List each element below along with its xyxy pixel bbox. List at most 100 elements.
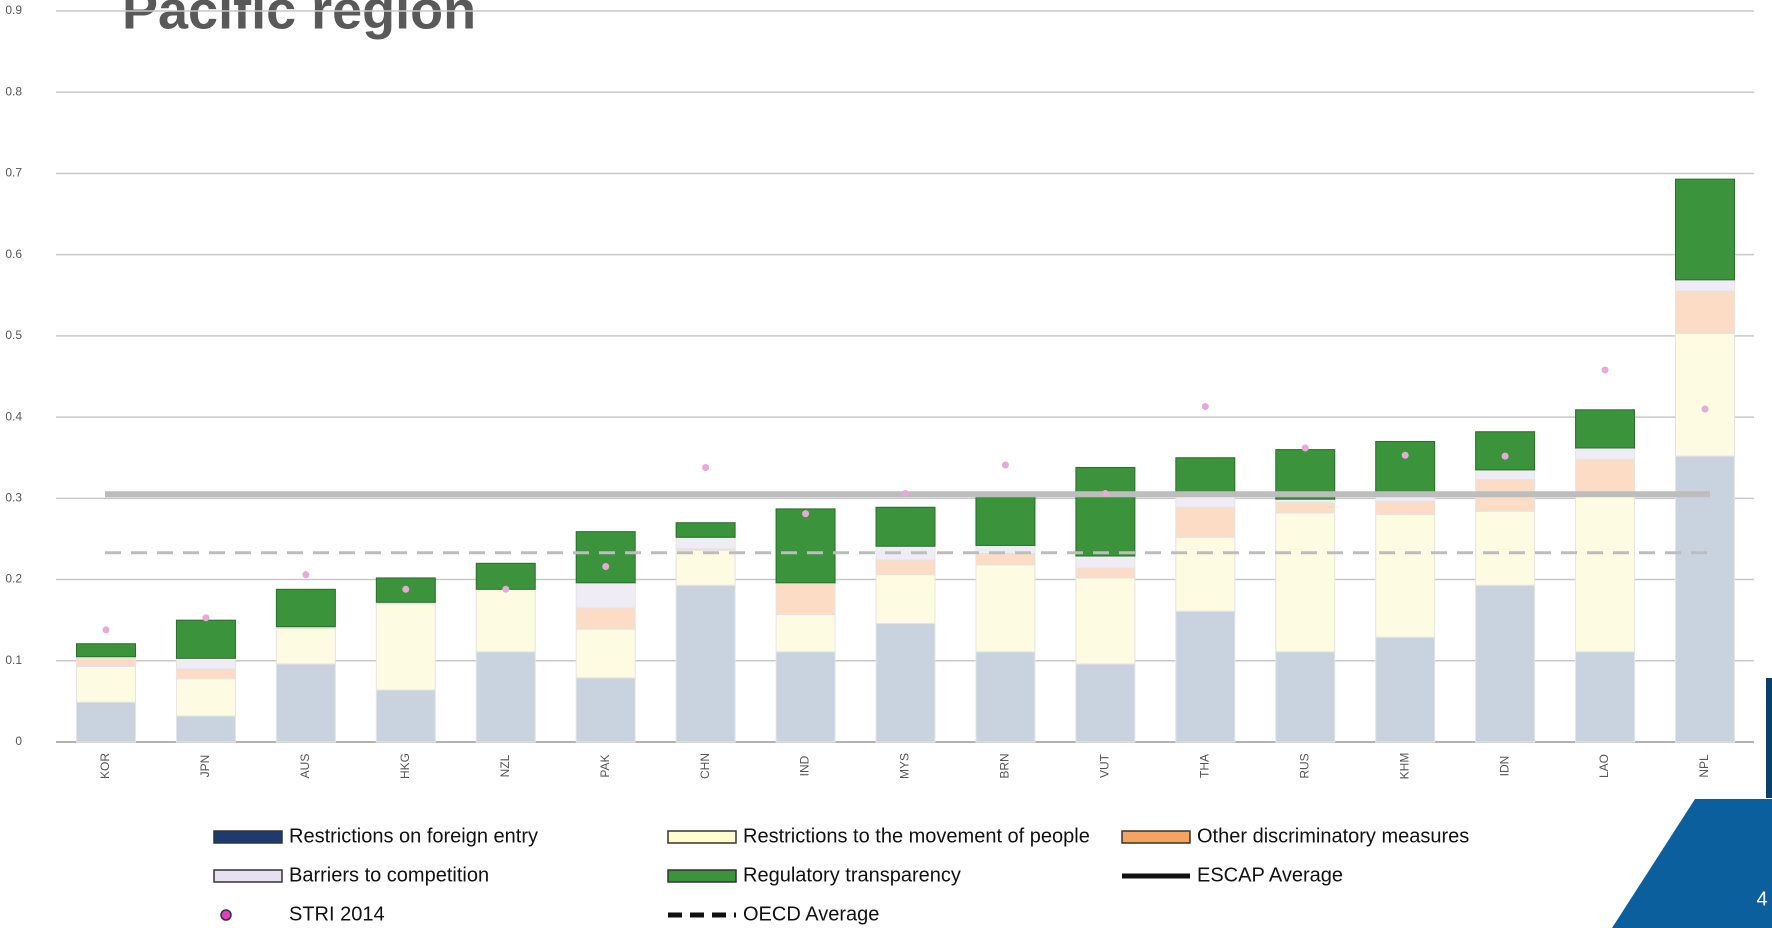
y-tick-label: 0.7 bbox=[5, 166, 22, 180]
bar-segment bbox=[1675, 279, 1735, 292]
x-tick-label: BRN bbox=[998, 753, 1012, 778]
bar-segment bbox=[1175, 536, 1236, 612]
x-tick-label: KHM bbox=[1397, 753, 1411, 780]
stri-point bbox=[402, 585, 410, 593]
bar-segment bbox=[1575, 492, 1636, 653]
legend-swatch bbox=[1121, 830, 1191, 844]
x-tick-label: RUS bbox=[1297, 753, 1311, 778]
bar-segment bbox=[1175, 495, 1236, 508]
y-tick-label: 0.9 bbox=[5, 3, 22, 17]
plot: 0 0.1 0.2 0.3 0.4 0.5 0.6 0.7 0.8 0.9 KOR JPN AUS HKG… bbox=[5, 3, 1754, 925]
legend-label: ESCAP Average bbox=[1197, 864, 1343, 886]
y-tick-label: 0.3 bbox=[5, 491, 22, 505]
bar-segment bbox=[575, 628, 636, 679]
bar-segment bbox=[875, 574, 936, 624]
bar-segment bbox=[475, 651, 536, 743]
bar-segment bbox=[175, 657, 236, 670]
bar-segment bbox=[775, 651, 836, 743]
x-tick-label: THA bbox=[1197, 754, 1211, 778]
bar-segment bbox=[275, 588, 336, 628]
bar-segment bbox=[375, 603, 436, 691]
bar-segment bbox=[1675, 332, 1735, 457]
bar-segment bbox=[1475, 584, 1536, 743]
legend-label: STRI 2014 bbox=[289, 903, 385, 925]
bar-segment bbox=[675, 584, 736, 743]
bar-segment bbox=[275, 627, 336, 665]
bar-segment bbox=[375, 689, 436, 743]
bar-segment bbox=[475, 588, 536, 653]
bar-segment bbox=[1175, 506, 1236, 538]
legend-swatch bbox=[213, 830, 283, 844]
bar-segment bbox=[975, 492, 1036, 546]
bar-segment bbox=[76, 643, 136, 658]
bar-segment bbox=[76, 701, 136, 743]
stri-point bbox=[1001, 461, 1009, 469]
y-tick-label: 0.6 bbox=[5, 247, 22, 261]
x-tick-label: JPN bbox=[198, 755, 212, 778]
legend-label: Regulatory transparency bbox=[743, 864, 961, 886]
bar-segment bbox=[275, 663, 336, 743]
bar-segment bbox=[1275, 512, 1336, 653]
stri-point bbox=[102, 626, 110, 634]
bar-segment bbox=[975, 564, 1036, 653]
legend-label: Barriers to competition bbox=[289, 864, 489, 886]
x-tick-label: KOR bbox=[98, 753, 112, 779]
bar-segment bbox=[775, 583, 836, 615]
stri-point bbox=[802, 510, 810, 518]
bar-segment bbox=[975, 651, 1036, 743]
bar-segment bbox=[1475, 431, 1536, 471]
side-decoration bbox=[1766, 678, 1772, 798]
x-tick-label: AUS bbox=[298, 754, 312, 779]
x-tick-label: PAK bbox=[598, 754, 612, 777]
bar-segment bbox=[1675, 290, 1735, 334]
bar-segment bbox=[175, 668, 236, 680]
legend-swatch bbox=[667, 869, 737, 883]
stri-point bbox=[1401, 451, 1409, 459]
legend-label: OECD Average bbox=[743, 903, 879, 925]
legend-label: Restrictions to the movement of people bbox=[743, 825, 1090, 847]
legend-swatch bbox=[667, 830, 737, 844]
stri-point bbox=[1601, 366, 1609, 374]
legend-swatch bbox=[213, 869, 283, 883]
y-tick-label: 0.5 bbox=[5, 328, 22, 342]
bar-segment bbox=[1675, 455, 1735, 743]
bar-segment bbox=[675, 522, 736, 538]
stri-point bbox=[1101, 489, 1109, 497]
legend-label: Restrictions on foreign entry bbox=[289, 825, 538, 847]
bar-segment bbox=[675, 536, 736, 550]
bar-segment bbox=[775, 508, 836, 584]
bar-segment bbox=[1075, 466, 1136, 557]
bar-segment bbox=[175, 715, 236, 743]
bar-segment bbox=[1175, 610, 1236, 743]
bar-segment bbox=[575, 677, 636, 743]
stri-point bbox=[702, 463, 710, 471]
stri-point bbox=[902, 489, 909, 497]
bar-segment bbox=[1575, 458, 1636, 494]
bar-segment bbox=[1375, 501, 1436, 516]
bar-segment bbox=[1675, 178, 1735, 281]
bar-segment bbox=[575, 607, 636, 630]
bar-segment bbox=[1075, 555, 1136, 569]
bar-segment bbox=[1075, 577, 1136, 665]
y-tick-label: 0 bbox=[15, 734, 22, 748]
x-tick-label: HKG bbox=[398, 753, 412, 779]
bar-segment bbox=[975, 553, 1036, 566]
legend-swatch bbox=[220, 909, 232, 921]
bar-segment bbox=[1075, 567, 1136, 579]
bar-segment bbox=[775, 613, 836, 653]
x-tick-label: NPL bbox=[1697, 754, 1711, 778]
x-tick-label: VUT bbox=[1098, 753, 1112, 778]
bar-segment bbox=[1075, 663, 1136, 743]
bar-segment bbox=[1575, 409, 1636, 449]
bar-segment bbox=[575, 582, 636, 609]
bar-segment bbox=[675, 549, 736, 586]
legend-label: Other discriminatory measures bbox=[1197, 825, 1469, 847]
page-number: 4 bbox=[1756, 888, 1767, 910]
bar-segment bbox=[875, 506, 936, 547]
bar-segment bbox=[175, 678, 236, 717]
bar-segment bbox=[1575, 447, 1636, 460]
x-tick-label: MYS bbox=[898, 753, 912, 779]
bar-segment bbox=[76, 657, 136, 667]
bar-segment bbox=[875, 559, 936, 576]
